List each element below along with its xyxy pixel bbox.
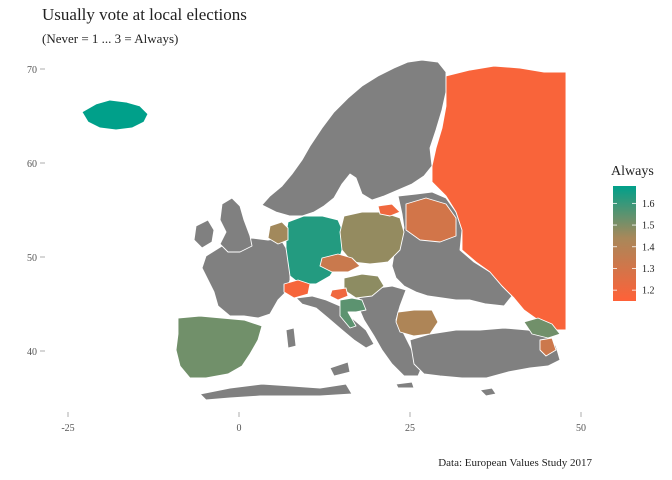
x-tick-label-neg25: -25 [61,423,74,434]
uk-ireland [220,198,252,252]
region-poland [340,212,404,264]
y-tick-label-50: 50 [27,253,37,264]
legend-tick-label: 1.4 [642,242,655,253]
x-axis: -25 0 25 50 [61,412,586,434]
western-europe [202,238,290,318]
y-tick-label-70: 70 [27,65,37,76]
legend-title: Always [611,164,654,180]
crete [396,382,414,388]
region-bulgaria [396,310,438,336]
north-africa [200,384,352,400]
legend-tick-label: 1.5 [642,221,655,232]
y-tick-label-40: 40 [27,347,37,358]
region-iceland [82,100,148,130]
region-lithuania [378,204,400,216]
x-tick-label-25: 25 [405,423,415,434]
legend-tick-label: 1.2 [642,286,655,297]
sicily [330,362,350,376]
x-tick-label-50: 50 [576,423,586,434]
legend-tick-label: 1.3 [642,264,655,275]
legend: 1.6 1.5 1.4 1.3 1.2 [613,186,655,301]
legend-tick-label: 1.6 [642,199,655,210]
source-caption: Data: European Values Study 2017 [438,457,592,469]
region-spain [176,316,262,378]
x-tick-label-0: 0 [237,423,242,434]
region-slovenia [330,288,348,300]
y-axis: 70 60 50 40 [27,65,45,358]
ireland [194,220,214,248]
scandinavia [262,60,446,216]
y-tick-label-60: 60 [27,159,37,170]
region-germany [286,216,344,284]
cyprus [480,388,496,396]
region-switzerland [284,280,310,298]
sardinia [286,328,296,348]
